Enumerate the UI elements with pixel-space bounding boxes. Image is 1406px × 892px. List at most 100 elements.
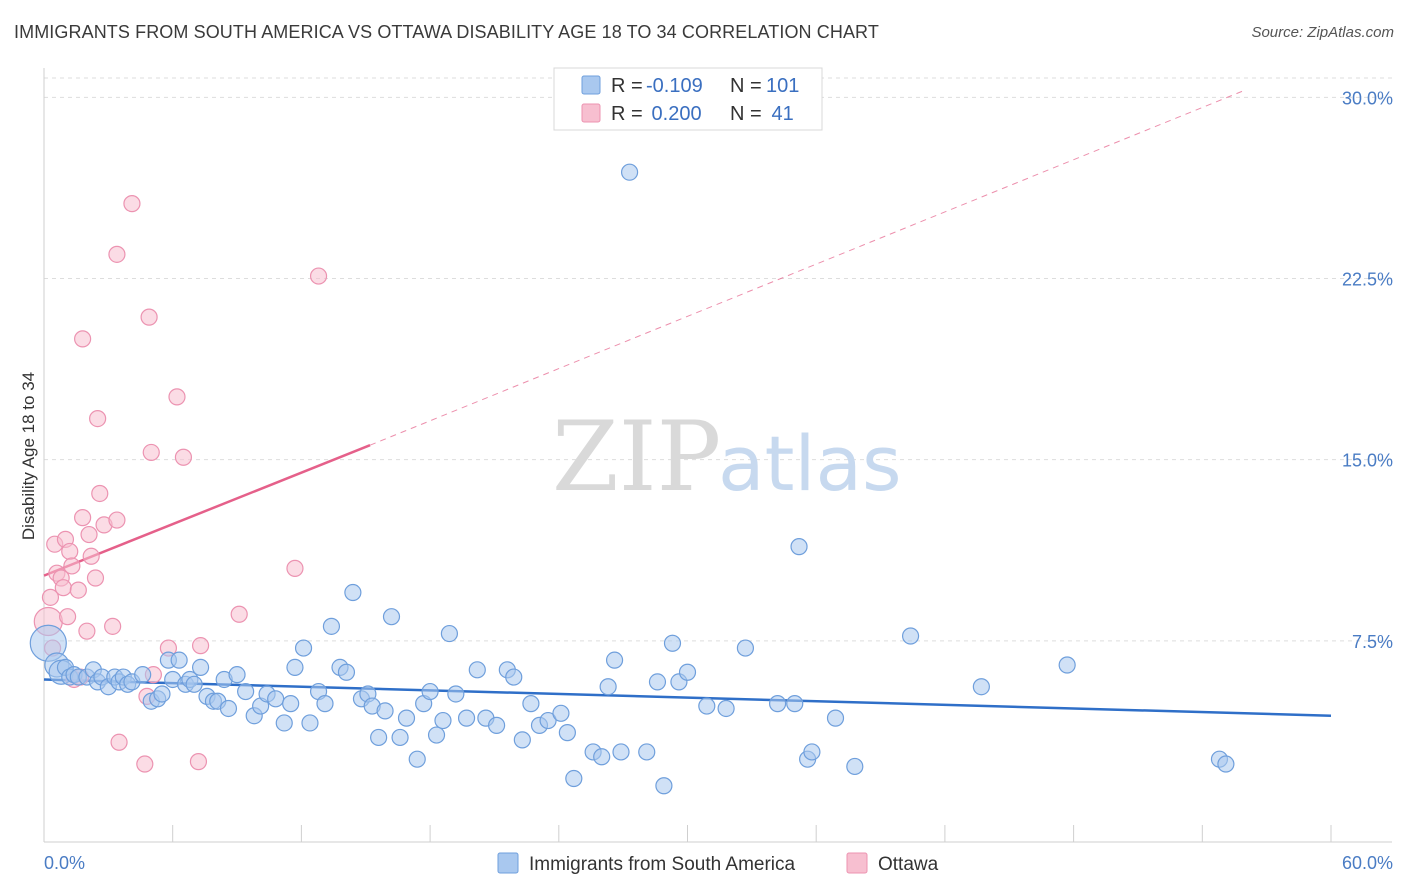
point-south-america <box>846 757 864 776</box>
point-south-america <box>228 666 246 684</box>
point-south-america <box>191 658 210 677</box>
legend-swatch-pink <box>581 103 601 123</box>
point-south-america <box>134 666 152 684</box>
y-tick-label: 30.0% <box>1342 88 1393 108</box>
point-ottawa <box>123 195 141 213</box>
point-ottawa <box>69 581 87 599</box>
watermark-atlas: atlas <box>718 419 902 508</box>
legend-r-label: R = <box>611 75 643 97</box>
x-tick-label: 0.0% <box>44 853 85 873</box>
source-credit: Source: ZipAtlas.com <box>1251 24 1394 41</box>
legend-swatch-blue <box>581 75 601 95</box>
bottom-legend: Immigrants from South America Ottawa <box>497 852 939 875</box>
point-south-america <box>376 702 394 720</box>
y-axis-label: Disability Age 18 to 34 <box>19 372 38 540</box>
point-south-america <box>768 695 787 713</box>
point-ottawa <box>140 308 158 326</box>
point-south-america <box>391 728 409 747</box>
point-ottawa <box>142 443 160 462</box>
point-ottawa <box>74 509 92 527</box>
point-south-america <box>552 704 570 722</box>
bottom-legend-label: Ottawa <box>878 854 939 875</box>
point-south-america <box>370 728 388 747</box>
point-south-america <box>294 639 313 657</box>
bottom-legend-swatch-pink <box>846 852 868 874</box>
legend-box: R = -0.109 N = 101 R = 0.200 N = 41 <box>553 67 823 131</box>
point-south-america <box>344 583 362 602</box>
point-south-america <box>599 678 617 696</box>
point-south-america <box>487 716 506 734</box>
y-tick-label: 15.0% <box>1342 451 1393 471</box>
legend-n-value: 101 <box>766 75 799 97</box>
point-ottawa <box>91 484 109 503</box>
point-ottawa <box>58 608 77 626</box>
point-south-america <box>605 651 624 669</box>
point-south-america <box>301 714 319 732</box>
point-south-america <box>408 750 426 768</box>
point-south-america <box>901 627 920 645</box>
point-ottawa <box>108 245 126 263</box>
point-south-america <box>505 668 523 686</box>
point-south-america <box>803 743 821 761</box>
point-ottawa <box>110 733 128 751</box>
point-south-america <box>322 617 341 635</box>
point-ottawa <box>230 605 248 623</box>
data-points <box>29 163 1235 795</box>
trend-line-pink-extension <box>369 89 1246 446</box>
point-south-america <box>267 690 285 708</box>
point-south-america <box>457 709 476 727</box>
point-south-america <box>170 651 188 669</box>
point-ottawa <box>82 547 100 565</box>
point-south-america <box>153 685 171 703</box>
x-tick-label: 60.0% <box>1342 853 1393 873</box>
point-ottawa <box>54 579 72 597</box>
trend-line-blue <box>43 678 1332 717</box>
point-south-america <box>736 639 755 657</box>
point-ottawa <box>309 267 328 285</box>
tick-labels: 7.5% 15.0% 22.5% 30.0% 0.0% 60.0% <box>44 88 1393 873</box>
point-south-america <box>397 709 416 727</box>
legend-n-label: N = <box>730 75 762 97</box>
point-south-america <box>427 726 446 744</box>
point-south-america <box>558 724 576 742</box>
point-ottawa <box>174 448 193 466</box>
y-tick-label: 22.5% <box>1342 269 1393 289</box>
point-ottawa <box>41 588 60 606</box>
point-ottawa <box>78 622 96 640</box>
point-south-america <box>717 699 735 718</box>
point-ottawa <box>63 557 81 575</box>
point-south-america <box>434 711 452 730</box>
point-ottawa <box>191 637 210 655</box>
bottom-legend-swatch-blue <box>497 852 519 874</box>
point-south-america <box>638 743 656 761</box>
point-south-america <box>219 699 238 718</box>
point-south-america <box>565 769 583 788</box>
axes <box>43 68 1392 843</box>
point-south-america <box>593 748 611 766</box>
point-south-america <box>678 663 697 681</box>
grid <box>44 77 1392 642</box>
point-south-america <box>612 743 630 761</box>
point-south-america <box>648 673 667 691</box>
point-south-america <box>790 538 808 556</box>
point-south-america <box>826 709 845 727</box>
point-ottawa <box>61 542 79 561</box>
watermark-zip: ZIP <box>552 401 721 513</box>
point-south-america <box>1058 656 1076 674</box>
point-south-america <box>620 163 639 181</box>
point-ottawa <box>286 559 304 577</box>
point-south-america <box>382 608 401 626</box>
point-south-america <box>316 695 334 713</box>
point-south-america <box>282 695 300 713</box>
point-ottawa <box>89 409 107 428</box>
legend-r-label: R = <box>611 103 643 125</box>
point-south-america <box>1217 755 1235 773</box>
point-south-america <box>655 777 673 795</box>
point-south-america <box>513 731 531 749</box>
point-south-america <box>237 682 255 701</box>
watermark: ZIP atlas <box>552 401 902 513</box>
point-south-america <box>522 695 540 713</box>
point-south-america <box>421 682 439 701</box>
point-south-america <box>663 634 682 652</box>
